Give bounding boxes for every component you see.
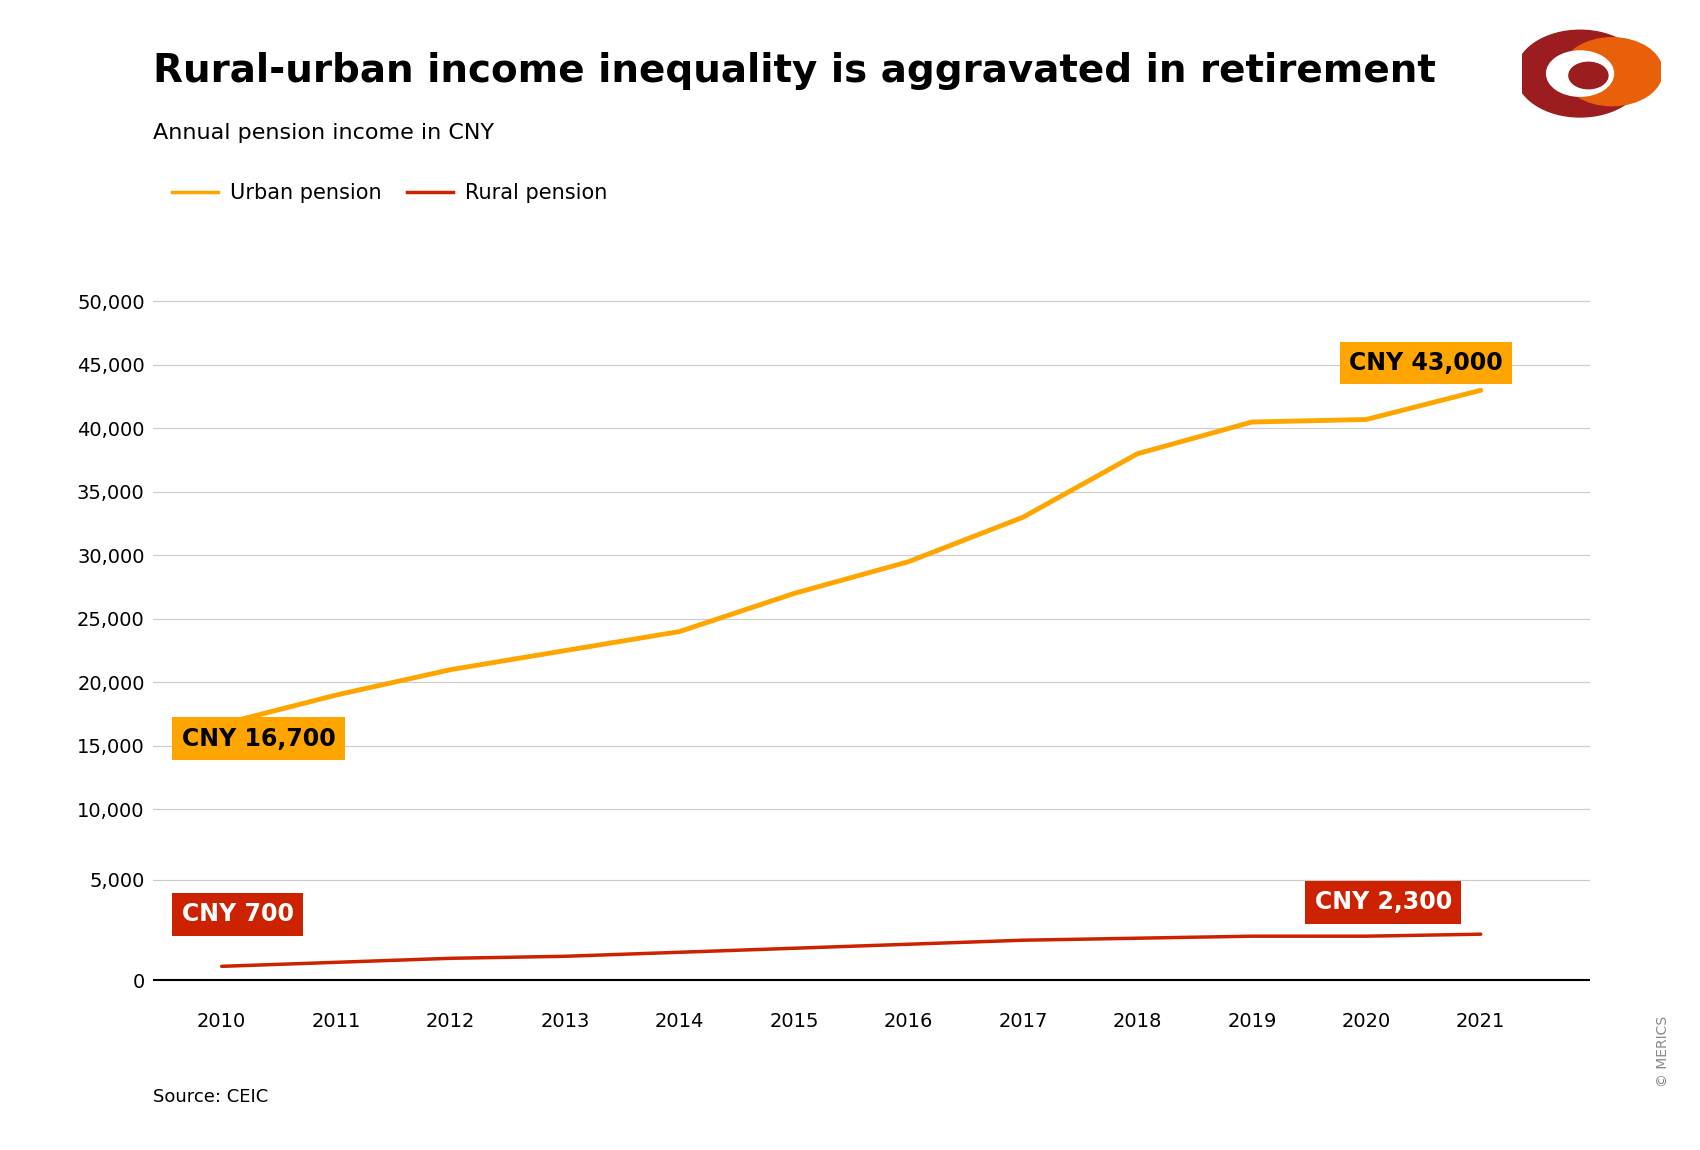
Text: © MERICS: © MERICS bbox=[1656, 1015, 1669, 1087]
Circle shape bbox=[1569, 62, 1608, 89]
Text: Annual pension income in CNY: Annual pension income in CNY bbox=[153, 123, 495, 143]
Text: Source: CEIC: Source: CEIC bbox=[153, 1088, 269, 1106]
Text: Rural-urban income inequality is aggravated in retirement: Rural-urban income inequality is aggrava… bbox=[153, 52, 1436, 90]
Text: CNY 2,300: CNY 2,300 bbox=[1314, 890, 1452, 914]
Circle shape bbox=[1516, 30, 1644, 117]
Text: CNY 43,000: CNY 43,000 bbox=[1350, 351, 1503, 375]
Circle shape bbox=[1562, 38, 1663, 106]
Text: CNY 16,700: CNY 16,700 bbox=[182, 727, 335, 751]
Legend: Urban pension, Rural pension: Urban pension, Rural pension bbox=[163, 175, 615, 212]
Text: CNY 700: CNY 700 bbox=[182, 902, 294, 926]
Circle shape bbox=[1547, 51, 1613, 97]
